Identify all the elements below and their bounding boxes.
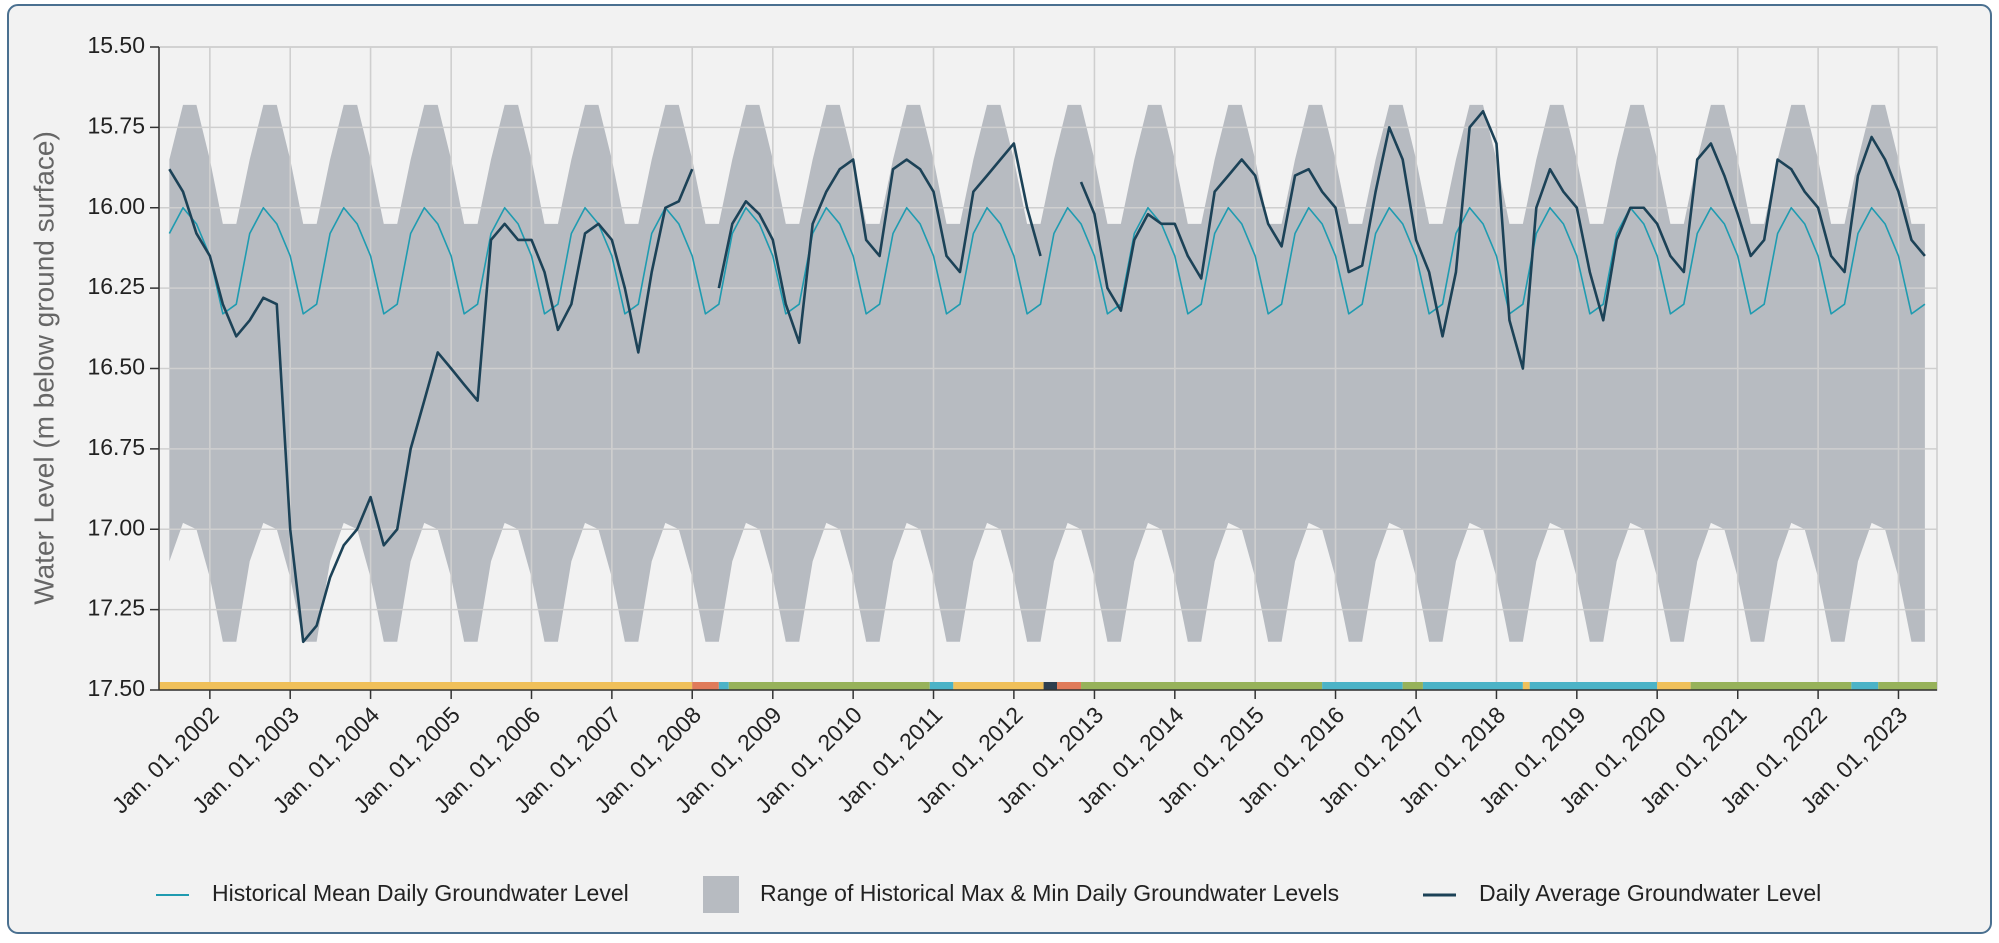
status-band <box>1878 682 1937 690</box>
range-area <box>169 104 1925 642</box>
y-tick-label: 17.25 <box>87 595 145 621</box>
status-band <box>692 682 719 690</box>
status-band <box>1522 682 1530 690</box>
y-axis-label: Water Level (m below ground surface) <box>28 131 59 605</box>
legend-label: Daily Average Groundwater Level <box>1479 880 1821 906</box>
y-tick-label: 16.25 <box>87 273 145 299</box>
legend-swatch <box>703 876 739 913</box>
y-tick-label: 17.00 <box>87 514 145 540</box>
y-tick-label: 16.75 <box>87 434 145 460</box>
series-line <box>168 110 1926 644</box>
status-band <box>1081 682 1323 690</box>
status-band <box>718 682 729 690</box>
status-band <box>1057 682 1082 690</box>
y-tick-label: 17.50 <box>87 675 145 701</box>
status-band <box>1529 682 1658 690</box>
y-tick-label: 15.50 <box>87 32 145 58</box>
status-band <box>929 682 954 690</box>
y-tick-label: 15.75 <box>87 112 145 138</box>
status-band <box>1322 682 1403 690</box>
status-band <box>1851 682 1879 690</box>
status-band <box>1690 682 1852 690</box>
legend-label: Range of Historical Max & Min Daily Grou… <box>760 880 1339 906</box>
y-tick-label: 16.00 <box>87 193 145 219</box>
status-band <box>953 682 1044 690</box>
y-tick-label: 16.50 <box>87 354 145 380</box>
legend-label: Historical Mean Daily Groundwater Level <box>212 880 629 906</box>
status-band <box>159 682 693 690</box>
series-line <box>168 206 1926 315</box>
status-band <box>728 682 930 690</box>
status-band <box>1657 682 1691 690</box>
status-band <box>1402 682 1423 690</box>
status-band <box>1043 682 1058 690</box>
status-band <box>1422 682 1523 690</box>
